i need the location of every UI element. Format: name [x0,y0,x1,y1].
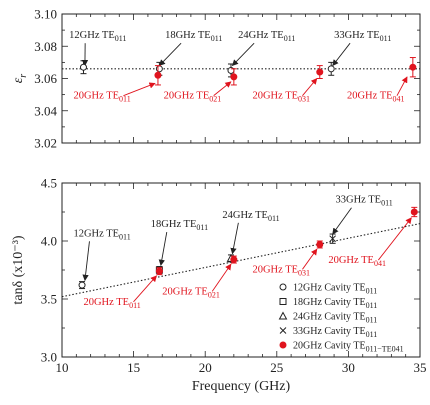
x-tick-label: 15 [127,360,140,375]
legend-label: 12GHz Cavity TE011 [293,283,377,296]
data-point [78,281,86,289]
data-point [230,73,238,81]
annotation-arrow [332,207,352,235]
x-tick-label: 10 [56,360,69,375]
y-tick-label: 4.5 [41,176,57,191]
annotation-label: 12GHz TE011 [69,30,126,43]
x-tick-label: 20 [199,360,212,375]
y-tick-label: 3.02 [34,136,57,151]
permittivity-panel: 3.02 3.04 3.06 3.08 3.10 εr 12GHz TE011 18GHz T… [11,7,421,151]
annotation-arrow [302,248,318,270]
y-axis-label: tanδ (x10⁻³) [11,235,26,304]
annotation-label: 20GHz TE041 [328,255,386,268]
y-tick-label: 3.10 [34,7,57,22]
y-tick-label: 3.04 [34,103,57,118]
y-tick-label: 3.06 [34,71,57,86]
annotation-arrow [302,78,318,96]
annotation-arrow [133,275,157,303]
annotation-label: 20GHz TE021 [164,91,222,104]
annotation-arrow [377,217,412,261]
y-tick-label: 3.5 [41,292,57,307]
y-tick-label: 4.0 [41,234,57,249]
annotation-label: 18GHz TE011 [165,30,222,43]
trend-line [61,223,421,298]
annotation-arrow [123,82,156,97]
x-axis-label: Frequency (GHz) [192,379,291,394]
annotation-arrow [213,81,232,97]
legend-marker [279,341,287,349]
annotation-arrow [158,42,182,67]
annotation-arrow [332,42,351,67]
data-point [79,63,87,71]
y-axis-label: εr [11,74,29,84]
annotation-arrow [158,232,168,266]
annotation-label: 33GHz TE011 [334,30,391,43]
annotation-arrow [82,241,90,282]
data-point [316,68,324,76]
data-point [327,65,335,73]
annotation-label: 20GHz TE031 [252,264,310,277]
data-point [230,256,238,264]
legend-label: 18GHz Cavity TE011 [293,297,377,310]
annotation-label: 12GHz TE011 [73,228,130,241]
annotation-label: 33GHz TE011 [336,195,393,208]
legend-marker [279,283,287,291]
legend-label: 33GHz Cavity TE011 [293,326,377,339]
annotation-label: 20GHz TE021 [162,286,220,299]
legend-marker [278,311,288,320]
x-tick-label: 30 [342,360,355,375]
data-point [155,65,163,73]
annotation-label: 20GHz TE011 [73,91,130,104]
y-tick-label: 3.08 [34,39,57,54]
data-point [316,240,324,248]
annotation-label: 18GHz TE011 [151,219,208,232]
annotation-label: 20GHz TE041 [347,91,405,104]
annotation-arrow [396,76,408,96]
y-tick-label: 3.0 [41,350,57,365]
legend-marker [279,327,287,334]
data-point [329,235,337,243]
data-point [155,267,163,275]
legend-label: 24GHz Cavity TE011 [293,312,377,325]
annotation-label: 24GHz TE011 [238,30,295,43]
x-tick-label: 35 [414,360,427,375]
annotation-label: 20GHz TE011 [83,297,140,310]
legend-marker [279,298,287,305]
annotation-arrow [230,222,239,255]
data-point [409,63,417,71]
annotation-label: 20GHz TE031 [252,91,310,104]
annotation-arrow [211,263,232,292]
loss-tangent-panel: 3.0 3.5 4.0 4.5 10 15 20 25 30 35 Frequency (GHz) t… [11,176,427,395]
data-point [154,71,162,79]
x-tick-label: 25 [270,360,283,375]
data-point [410,208,418,216]
annotation-arrow [231,42,255,67]
annotation-label: 24GHz TE011 [222,210,279,223]
legend-label: 20GHz Cavity TE011−TE041 [293,341,404,354]
